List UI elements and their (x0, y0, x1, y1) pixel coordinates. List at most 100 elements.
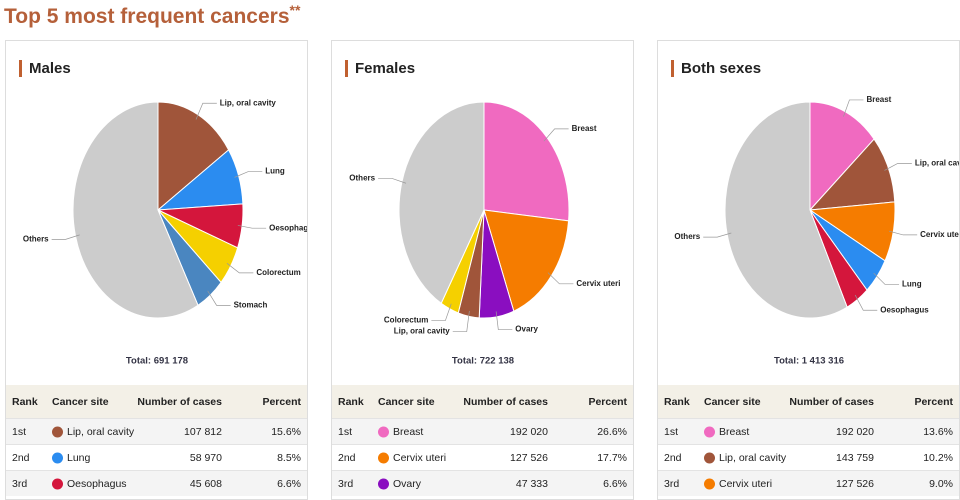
percent: 9.0% (929, 477, 953, 490)
table-row: 3rd Oesophagus 45 608 6.6% (6, 470, 307, 496)
percent: 17.7% (597, 451, 627, 464)
case-count: 107 812 (184, 425, 222, 438)
table-row: 3rd Ovary 47 333 6.6% (332, 470, 633, 496)
slice-label: Cervix uteri (920, 230, 959, 239)
case-count: 143 759 (836, 451, 874, 464)
percent: 15.6% (271, 425, 301, 438)
cancer-site: Cervix uteri (719, 477, 773, 490)
total-label: Total: 1 413 316 (774, 356, 844, 367)
leader-line (543, 128, 569, 142)
column-header: Number of cases (137, 395, 222, 408)
data-table: Rank Cancer site Number of cases Percent 1st… (658, 385, 959, 496)
column-header: Rank (338, 395, 364, 408)
table-header: Rank Cancer site Number of cases Percent (658, 385, 959, 418)
slice-label: Breast (572, 124, 597, 133)
leader-line (703, 232, 732, 238)
pie-slice (483, 101, 570, 222)
slice-label: Lip, oral cavity (394, 327, 451, 336)
slice-label: Oesophagus (880, 305, 929, 314)
legend-dot (704, 478, 715, 489)
legend-dot (52, 426, 63, 437)
legend-dot (378, 426, 389, 437)
case-count: 127 526 (510, 451, 548, 464)
legend-dot (378, 478, 389, 489)
legend-dot (378, 452, 389, 463)
chart: Both sexes Breast Lip, oral cavity Cervix u… (671, 60, 959, 367)
case-count: 58 970 (189, 451, 222, 464)
rank: 3rd (338, 477, 354, 490)
slice-label: Colorectum (384, 316, 428, 325)
slice-label: Cervix uteri (576, 279, 620, 288)
title-accent (671, 60, 674, 77)
leader-line (884, 163, 912, 171)
case-count: 192 020 (510, 425, 548, 438)
leader-line (51, 234, 80, 240)
cancer-site: Lip, oral cavity (67, 425, 135, 438)
rank: 3rd (12, 477, 28, 490)
case-count: 45 608 (189, 477, 222, 490)
cancer-site: Ovary (393, 477, 422, 490)
percent: 8.5% (277, 451, 301, 464)
cancer-site: Breast (719, 425, 750, 438)
column-header: Percent (914, 395, 953, 408)
leader-line (431, 303, 452, 321)
slice-label: Ovary (515, 325, 538, 334)
leader-line (843, 99, 864, 117)
card: Both sexes Breast Lip, oral cavity Cervix u… (657, 40, 960, 500)
leader-line (237, 225, 267, 229)
data-table: Rank Cancer site Number of cases Percent 1st… (6, 385, 307, 496)
leader-line (226, 263, 254, 274)
percent: 10.2% (923, 451, 953, 464)
card: Females Breast Cervix uteri Ovary Lip, oral … (331, 40, 634, 500)
table-row: 2nd Lung 58 970 8.5% (6, 444, 307, 470)
rank: 1st (12, 425, 27, 438)
column-header: Rank (12, 395, 38, 408)
column-header: Rank (664, 395, 690, 408)
chart: Females Breast Cervix uteri Ovary Lip, oral … (345, 60, 620, 367)
legend-dot (704, 452, 715, 463)
cancer-site: Breast (393, 425, 424, 438)
rank: 2nd (338, 451, 356, 464)
leader-line (207, 290, 231, 306)
column-header: Percent (262, 395, 301, 408)
slice-label: Oesophagus (269, 223, 307, 232)
leader-line (854, 294, 878, 311)
chart: Males Lip, oral cavity Lung Oesophagus Color… (19, 60, 307, 367)
slice-label: Others (674, 232, 700, 241)
rank: 2nd (12, 451, 30, 464)
legend-dot (704, 426, 715, 437)
case-count: 127 526 (836, 477, 874, 490)
leader-line (195, 102, 217, 120)
percent: 6.6% (277, 477, 301, 490)
table-row: 1st Breast 192 020 13.6% (658, 418, 959, 444)
table-row: 2nd Lip, oral cavity 143 759 10.2% (658, 444, 959, 470)
column-header: Number of cases (463, 395, 548, 408)
leader-line (495, 311, 513, 330)
rank: 2nd (664, 451, 682, 464)
title-note: ** (289, 2, 301, 18)
table-header: Rank Cancer site Number of cases Percent (6, 385, 307, 418)
legend-dot (52, 452, 63, 463)
table-row: 2nd Cervix uteri 127 526 17.7% (332, 444, 633, 470)
percent: 13.6% (923, 425, 953, 438)
chart-title: Both sexes (681, 60, 761, 77)
column-header: Number of cases (789, 395, 874, 408)
rank: 3rd (664, 477, 680, 490)
table-row: 1st Lip, oral cavity 107 812 15.6% (6, 418, 307, 444)
data-table: Rank Cancer site Number of cases Percent 1st… (332, 385, 633, 496)
slice-label: Lip, oral cavity (915, 158, 959, 167)
table-row: 1st Breast 192 020 26.6% (332, 418, 633, 444)
column-header: Percent (588, 395, 627, 408)
column-header: Cancer site (704, 395, 761, 408)
percent: 26.6% (597, 425, 627, 438)
card: Males Lip, oral cavity Lung Oesophagus Color… (5, 40, 308, 500)
case-count: 47 333 (515, 477, 548, 490)
slice-label: Others (349, 174, 375, 183)
leader-line (234, 171, 263, 178)
leader-line (378, 178, 407, 184)
leader-line (888, 230, 918, 236)
rank: 1st (664, 425, 679, 438)
percent: 6.6% (603, 477, 627, 490)
cancer-site: Cervix uteri (393, 451, 447, 464)
